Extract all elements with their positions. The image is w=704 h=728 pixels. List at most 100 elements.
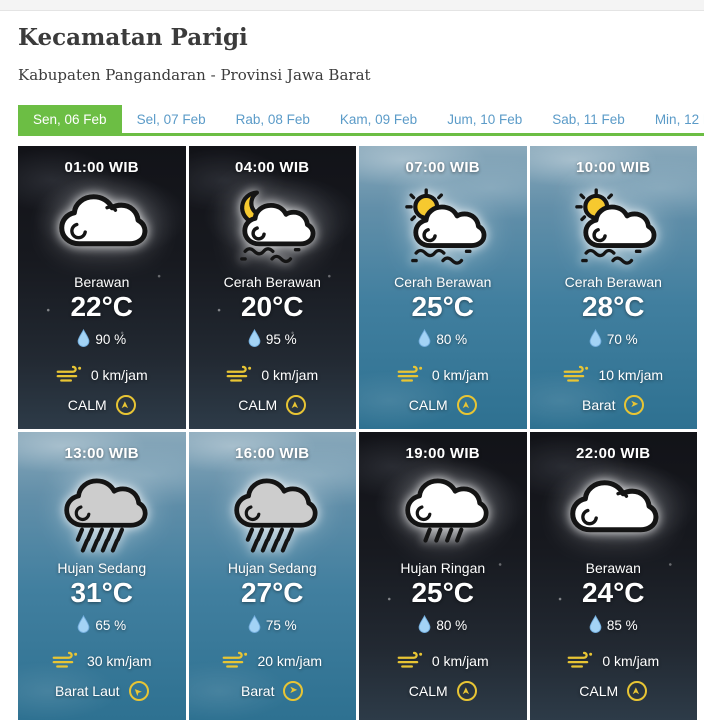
wind-speed-value: 30 km/jam [86, 653, 152, 669]
humidity-droplet-icon [248, 328, 261, 350]
humidity-droplet-icon [248, 614, 261, 636]
wind-direction-icon: ➤ [115, 395, 136, 415]
forecast-card-0100: 01:00 WIB Berawan 22°C 90 % 0 km/jam CAL… [18, 146, 186, 429]
wind-direction-arrow: ➤ [460, 400, 472, 410]
wind-icon [52, 650, 80, 672]
humidity-droplet-icon [77, 328, 90, 350]
wind-direction-row: CALM ➤ [68, 395, 136, 415]
wind-direction-row: Barat ➤ [582, 395, 645, 415]
wind-direction-icon: ➤ [456, 395, 477, 415]
condition-label: Cerah Berawan [223, 274, 321, 290]
humidity-droplet-icon [589, 328, 602, 350]
wind-direction-row: CALM ➤ [409, 395, 477, 415]
wind-direction-label: Barat [582, 397, 616, 413]
tab-jum-10-feb[interactable]: Jum, 10 Feb [447, 112, 523, 127]
wind-direction-label: CALM [408, 683, 448, 699]
wind-speed-value: 0 km/jam [261, 367, 319, 383]
condition-label: Cerah Berawan [394, 274, 492, 290]
wind-direction-arrow: ➤ [631, 686, 643, 696]
forecast-card-0400: 04:00 WIB Cerah Berawan 20°C 95 % 0 km/j… [188, 146, 356, 429]
tab-sab-11-feb[interactable]: Sab, 11 Feb [552, 112, 625, 127]
wind-direction-icon: ➤ [624, 395, 645, 415]
humidity-droplet-icon [418, 328, 431, 350]
wind-direction-icon: ➤ [283, 681, 304, 701]
forecast-card-1900: 19:00 WIB Hujan Ringan 25°C 80 % 0 km/ja… [359, 432, 527, 720]
condition-label: Hujan Sedang [227, 560, 317, 576]
wind-speed-value: 10 km/jam [598, 367, 664, 383]
wind-row: 0 km/jam [226, 364, 318, 386]
condition-label: Hujan Ringan [400, 560, 486, 576]
humidity-droplet-icon [589, 614, 602, 636]
time-label: 22:00 WIB [576, 445, 651, 462]
wind-direction-label: CALM [67, 397, 107, 413]
humidity-row: 95 % [248, 328, 297, 350]
condition-label: Hujan Sedang [57, 560, 147, 576]
forecast-card-1600: 16:00 WIB Hujan Sedang 27°C 75 % 20 km/j… [188, 432, 356, 720]
tab-min-12-feb[interactable]: Min, 12 Feb [654, 112, 704, 127]
forecast-card-1000: 10:00 WIB Cerah Berawan 28°C 70 % 10 km/… [529, 146, 697, 429]
wind-direction-label: CALM [408, 397, 448, 413]
humidity-value: 80 % [436, 618, 468, 633]
wind-direction-icon: ➤ [627, 681, 648, 701]
wind-icon [563, 364, 591, 386]
humidity-droplet-icon [418, 614, 431, 636]
wind-icon [397, 650, 425, 672]
wind-icon [56, 364, 84, 386]
tab-rab-08-feb[interactable]: Rab, 08 Feb [235, 112, 310, 127]
wind-direction-label: CALM [579, 683, 619, 699]
wind-icon [567, 650, 595, 672]
condition-label: Berawan [74, 274, 130, 290]
weather-condition-icon [55, 184, 149, 270]
wind-row: 0 km/jam [397, 650, 489, 672]
wind-direction-icon: ➤ [128, 681, 149, 701]
humidity-row: 65 % [77, 614, 126, 636]
forecast-card-2200: 22:00 WIB Berawan 24°C 85 % 0 km/jam CAL… [529, 432, 697, 720]
wind-direction-arrow: ➤ [119, 400, 131, 410]
tab-sel-07-feb[interactable]: Sel, 07 Feb [136, 112, 206, 127]
tab-sen-06-feb[interactable]: Sen, 06 Feb [18, 105, 122, 133]
wind-row: 10 km/jam [563, 364, 663, 386]
time-label: 13:00 WIB [64, 445, 139, 462]
wind-row: 0 km/jam [567, 650, 659, 672]
temperature-value: 25°C [411, 291, 475, 322]
temperature-value: 20°C [240, 291, 304, 322]
top-divider [0, 0, 704, 11]
wind-speed-value: 0 km/jam [431, 653, 489, 669]
wind-speed-value: 0 km/jam [602, 653, 660, 669]
wind-row: 0 km/jam [397, 364, 489, 386]
wind-direction-icon: ➤ [456, 681, 477, 701]
humidity-droplet-icon [77, 614, 90, 636]
wind-speed-value: 0 km/jam [90, 367, 148, 383]
temperature-value: 22°C [70, 291, 134, 322]
wind-icon [222, 650, 250, 672]
page-subtitle: Kabupaten Pangandaran - Provinsi Jawa Ba… [18, 66, 371, 84]
wind-direction-label: Barat [241, 683, 275, 699]
wind-speed-value: 0 km/jam [431, 367, 489, 383]
wind-direction-arrow: ➤ [289, 685, 298, 696]
wind-direction-label: CALM [238, 397, 278, 413]
condition-label: Cerah Berawan [564, 274, 662, 290]
weather-condition-icon [566, 470, 660, 556]
tab-kam-09-feb[interactable]: Kam, 09 Feb [339, 112, 418, 127]
date-tab-bar: Sen, 06 Feb Sel, 07 Feb Rab, 08 Feb Kam,… [18, 105, 704, 136]
forecast-card-grid: 01:00 WIB Berawan 22°C 90 % 0 km/jam CAL… [18, 146, 697, 720]
humidity-row: 80 % [418, 614, 468, 636]
humidity-value: 85 % [606, 618, 638, 633]
wind-direction-row: CALM ➤ [238, 395, 307, 415]
time-label: 07:00 WIB [405, 159, 480, 176]
humidity-value: 75 % [265, 618, 297, 633]
weather-condition-icon [396, 184, 490, 270]
page-header: Kecamatan Parigi Kabupaten Pangandaran -… [0, 11, 704, 84]
wind-direction-arrow: ➤ [131, 684, 146, 699]
humidity-value: 80 % [436, 332, 468, 347]
wind-direction-icon: ➤ [286, 395, 307, 415]
temperature-value: 25°C [411, 577, 475, 608]
wind-direction-row: Barat ➤ [241, 681, 304, 701]
condition-label: Berawan [585, 560, 641, 576]
wind-icon [226, 364, 254, 386]
wind-direction-label: Barat Laut [54, 683, 120, 699]
temperature-value: 27°C [240, 577, 304, 608]
humidity-row: 90 % [77, 328, 126, 350]
humidity-row: 80 % [418, 328, 468, 350]
time-label: 19:00 WIB [405, 445, 480, 462]
